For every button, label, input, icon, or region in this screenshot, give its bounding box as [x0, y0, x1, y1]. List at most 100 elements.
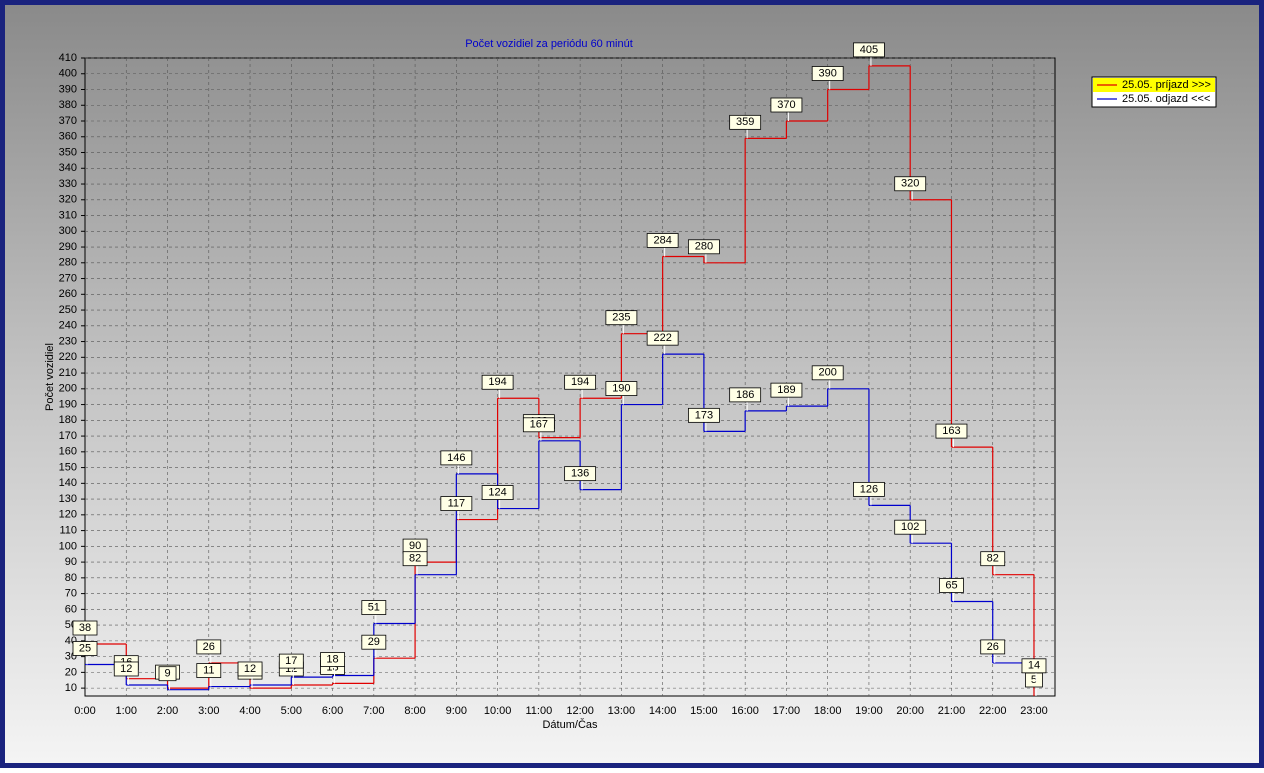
y-tick-label: 350 — [59, 146, 77, 158]
x-tick-label: 21:00 — [938, 705, 966, 717]
y-tick-label: 360 — [59, 131, 77, 143]
data-label: 280 — [695, 241, 713, 253]
x-tick-label: 5:00 — [281, 705, 302, 717]
label-box — [113, 661, 139, 677]
y-tick-label: 120 — [59, 509, 77, 521]
x-tick-label: 7:00 — [363, 705, 384, 717]
label-box — [646, 233, 679, 248]
x-tick-label: 12:00 — [566, 705, 594, 717]
x-tick-label: 8:00 — [404, 705, 425, 717]
y-tick-label: 300 — [59, 225, 77, 237]
data-label: 124 — [488, 486, 506, 498]
label-box — [278, 653, 304, 669]
y-tick-label: 210 — [59, 367, 77, 379]
data-label: 11 — [203, 664, 214, 676]
legend: 25.05. príjazd >>> 25.05. odjazd <<< — [1091, 76, 1217, 108]
x-tick-label: 14:00 — [649, 705, 677, 717]
data-label: 17 — [285, 655, 297, 667]
data-label: 102 — [901, 521, 919, 533]
y-tick-label: 340 — [59, 162, 77, 174]
y-tick-label: 410 — [59, 52, 77, 64]
label-box — [196, 663, 222, 678]
label-box — [729, 387, 762, 403]
data-label: 26 — [203, 641, 215, 653]
y-tick-label: 90 — [65, 556, 77, 568]
label-box — [729, 114, 762, 130]
y-tick-label: 20 — [65, 666, 77, 678]
data-label: 284 — [653, 234, 671, 246]
data-label: 194 — [571, 376, 589, 388]
y-tick-label: 130 — [59, 493, 77, 505]
data-label: 9 — [164, 668, 170, 680]
label-box — [980, 551, 1006, 567]
y-tick-label: 390 — [59, 83, 77, 95]
x-tick-label: 23:00 — [1020, 705, 1048, 717]
label-box — [564, 374, 597, 390]
data-label: 25 — [79, 642, 91, 654]
data-label: 82 — [987, 553, 999, 565]
label-box — [320, 652, 345, 667]
y-tick-label: 240 — [59, 320, 77, 332]
y-tick-label: 290 — [59, 241, 77, 253]
data-label: 235 — [612, 312, 630, 324]
x-tick-label: 3:00 — [198, 705, 219, 717]
x-tick-label: 1:00 — [116, 705, 137, 717]
y-tick-label: 220 — [59, 351, 77, 363]
label-box — [440, 496, 473, 511]
data-label: 222 — [653, 332, 671, 344]
y-tick-label: 330 — [59, 178, 77, 190]
label-box — [770, 382, 803, 398]
label-box — [770, 97, 803, 113]
data-label: 146 — [447, 452, 465, 464]
x-tick-label: 16:00 — [731, 705, 759, 717]
x-tick-label: 10:00 — [484, 705, 512, 717]
label-box — [939, 578, 964, 593]
x-tick-label: 17:00 — [773, 705, 801, 717]
label-box — [522, 417, 555, 433]
plot-frame — [84, 57, 1056, 697]
data-label: 200 — [819, 367, 837, 379]
label-box — [196, 639, 222, 655]
x-tick-label: 22:00 — [979, 705, 1007, 717]
label-box — [564, 466, 597, 482]
y-tick-label: 320 — [59, 194, 77, 206]
y-tick-label: 110 — [59, 524, 77, 536]
y-tick-label: 260 — [59, 288, 77, 300]
x-tick-label: 2:00 — [157, 705, 178, 717]
label-box — [72, 620, 98, 636]
data-label: 117 — [448, 497, 466, 509]
label-box — [605, 310, 638, 326]
y-tick-label: 380 — [59, 99, 77, 111]
y-tick-label: 270 — [59, 272, 77, 284]
x-tick-label: 18:00 — [814, 705, 842, 717]
label-box — [894, 519, 927, 535]
legend-highlight — [1093, 78, 1215, 92]
y-tick-label: 370 — [59, 115, 77, 127]
label-box — [481, 374, 514, 390]
label-box — [688, 407, 720, 423]
x-tick-label: 19:00 — [855, 705, 883, 717]
data-labels: 3816102610121329901171941691942352842803… — [72, 42, 1047, 696]
data-label: 405 — [860, 44, 878, 56]
data-label: 51 — [368, 601, 380, 613]
y-tick-label: 170 — [59, 430, 77, 442]
x-tick-label: 20:00 — [896, 705, 924, 717]
label-box — [1021, 658, 1047, 674]
label-box — [811, 66, 844, 81]
data-label: 189 — [777, 384, 795, 396]
data-label: 29 — [368, 636, 380, 648]
label-box — [402, 551, 428, 567]
data-label: 167 — [530, 419, 548, 431]
label-box — [440, 450, 473, 466]
label-box — [72, 641, 98, 656]
y-tick-label: 250 — [59, 304, 77, 316]
data-label: 194 — [488, 376, 506, 388]
label-box — [935, 423, 968, 439]
label-box — [980, 639, 1006, 655]
label-box — [361, 600, 387, 615]
label-box — [481, 485, 514, 500]
x-tick-label: 6:00 — [322, 705, 343, 717]
legend-label: 25.05. príjazd >>> — [1122, 79, 1211, 91]
data-label: 390 — [819, 67, 837, 79]
y-tick-label: 60 — [65, 603, 77, 615]
